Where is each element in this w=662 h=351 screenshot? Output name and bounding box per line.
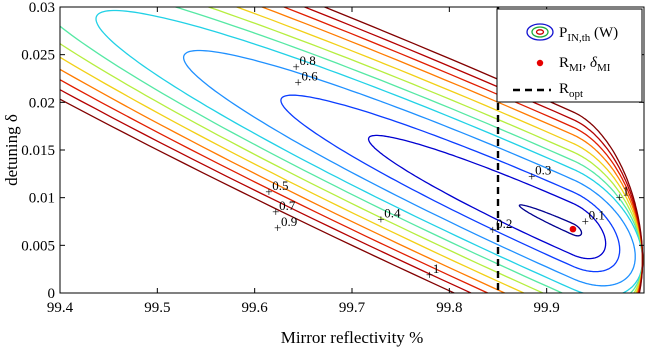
contour-label-value: 0.5 [272,178,288,193]
contour-label-value: 1 [623,184,630,199]
contour-label: + [426,267,433,282]
x-tick-label: 99.7 [339,300,366,316]
contour-label: + [294,74,301,89]
y-tick-label: 0.03 [29,0,55,16]
x-tick-label: 99.4 [47,300,74,316]
contour-label-value: 0.2 [496,216,512,231]
legend-box [496,8,643,103]
contour-label-value: 0.7 [279,198,296,213]
legend-point-icon [536,59,544,67]
r-mi-point [569,225,577,233]
legend-line-label: Ropt [559,81,583,100]
contour-label-value: 0.6 [301,68,318,83]
contour-label: + [265,184,272,199]
y-tick-label: 0.02 [29,95,55,111]
contour-labels-group: +0.1+ 0.2+ 0.3+ 0.4+ 0.5+ 0.6+ 0.7+ 0.8+ 0.9+ 1+ 1 [265,53,629,282]
legend-contour-icon [526,23,554,41]
legend-contour-label: PIN,th (W) [559,25,618,44]
y-tick-label: 0.015 [21,143,55,159]
x-axis-title: Mirror reflectivity % [281,328,424,347]
contour-line-0-3 [280,94,621,273]
contour-label: + [616,190,623,205]
contour-line-0-2 [367,134,607,260]
legend-point-label: RMI, δMI [559,55,611,74]
y-axis-title: detuning δ [2,114,21,186]
y-tick-label: 0.01 [29,191,55,207]
y-tick-label: 0.005 [21,238,55,254]
contour-label: + [272,204,279,219]
contour-label: + [528,169,535,184]
contour-line-0-4 [182,49,636,287]
contour-label-value: 0.8 [300,53,316,68]
y-tick-label: 0 [48,286,56,302]
contour-label-value: 1 [433,261,440,276]
x-tick-label: 99.6 [242,300,269,316]
y-axis-ticks: 0 0.005 0.01 0.015 0.02 0.025 0.03 [21,0,644,302]
contour-line-0-1 [518,204,583,237]
y-tick-label: 0.025 [21,48,55,64]
contour-lines-group [60,7,644,293]
contour-label-value: 0.9 [281,214,297,229]
contour-label: + [274,220,281,235]
contour-line-1-2 [60,7,644,293]
contour-label-value: 0.4 [384,206,401,221]
contour-label: + [377,212,384,227]
contour-label: + [293,59,300,74]
contour-label: + [582,214,589,229]
x-tick-label: 99.8 [436,300,462,316]
contour-label-value: 0.1 [589,208,605,223]
contour-label: + [489,222,496,237]
x-tick-label: 99.5 [144,300,170,316]
contour-label-value: 0.3 [535,163,551,178]
x-axis-ticks: 99.4 99.5 99.6 99.7 99.8 99.9 [47,7,560,316]
x-tick-label: 99.9 [534,300,560,316]
legend: PIN,th (W) RMI, δMI Ropt [496,8,643,103]
